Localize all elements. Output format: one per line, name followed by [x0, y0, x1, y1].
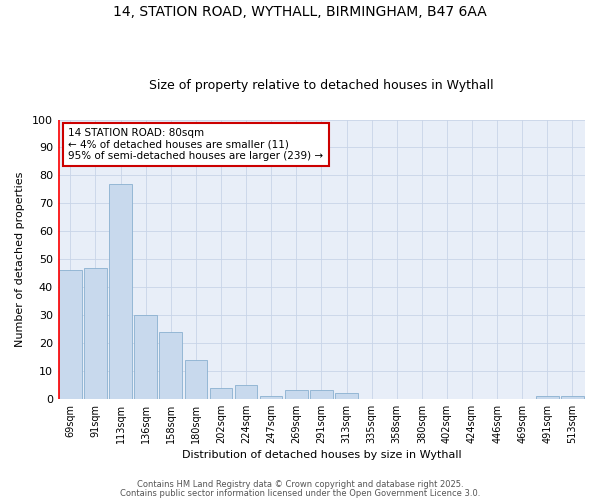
Bar [209, 388, 232, 399]
Bar [285, 390, 308, 399]
Bar [134, 315, 157, 399]
Title: Size of property relative to detached houses in Wythall: Size of property relative to detached ho… [149, 79, 494, 92]
X-axis label: Distribution of detached houses by size in Wythall: Distribution of detached houses by size … [182, 450, 461, 460]
Text: Contains public sector information licensed under the Open Government Licence 3.: Contains public sector information licen… [120, 489, 480, 498]
Text: 14 STATION ROAD: 80sqm
← 4% of detached houses are smaller (11)
95% of semi-deta: 14 STATION ROAD: 80sqm ← 4% of detached … [68, 128, 323, 161]
Bar [160, 332, 182, 399]
Bar [260, 396, 283, 399]
Bar [335, 393, 358, 399]
Bar [185, 360, 207, 399]
Bar [310, 390, 332, 399]
Bar [84, 268, 107, 399]
Text: 14, STATION ROAD, WYTHALL, BIRMINGHAM, B47 6AA: 14, STATION ROAD, WYTHALL, BIRMINGHAM, B… [113, 5, 487, 19]
Bar [536, 396, 559, 399]
Bar [561, 396, 584, 399]
Bar [59, 270, 82, 399]
Text: Contains HM Land Registry data © Crown copyright and database right 2025.: Contains HM Land Registry data © Crown c… [137, 480, 463, 489]
Bar [235, 385, 257, 399]
Bar [109, 184, 132, 399]
Y-axis label: Number of detached properties: Number of detached properties [15, 172, 25, 347]
